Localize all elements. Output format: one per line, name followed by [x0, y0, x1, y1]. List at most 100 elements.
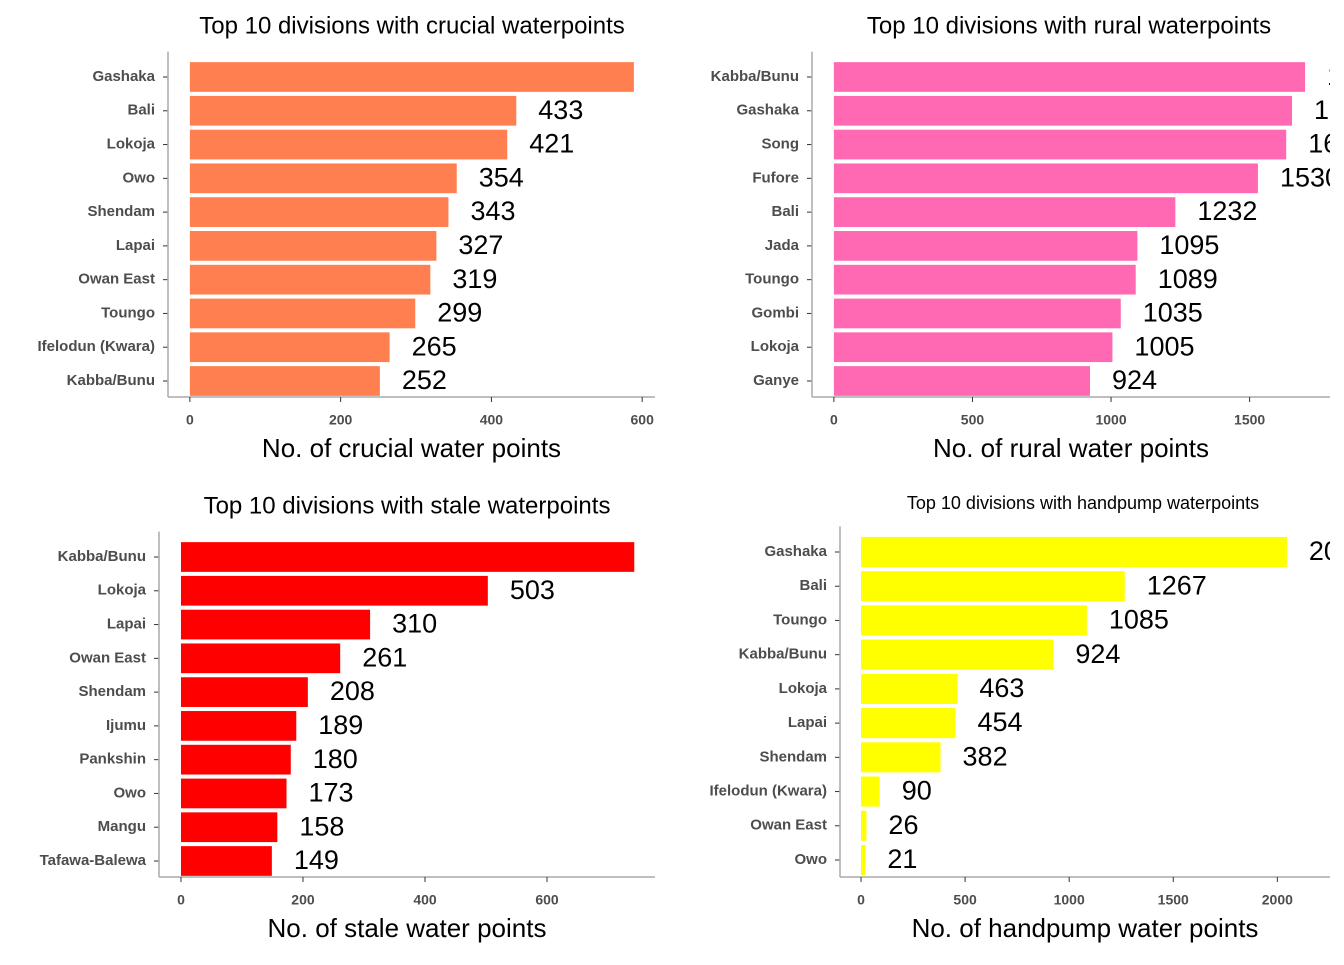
- panel: Top 10 divisions with crucial waterpoint…: [37, 12, 655, 463]
- value-label: 1089: [1158, 264, 1218, 294]
- bar: [189, 62, 634, 92]
- category-label: Lapai: [116, 237, 155, 254]
- bar: [833, 95, 1293, 126]
- category-label: Owan East: [69, 649, 146, 666]
- x-tick-label: 0: [830, 412, 838, 428]
- value-label: 265: [412, 331, 457, 361]
- chart-title: Top 10 divisions with handpump waterpoin…: [907, 493, 1259, 513]
- bar: [180, 778, 287, 809]
- value-label: 1632: [1308, 129, 1344, 159]
- bar: [180, 846, 272, 876]
- category-label: Lapai: [107, 616, 146, 633]
- bar: [833, 264, 1136, 295]
- value-label: 503: [510, 575, 555, 605]
- category-label: Bali: [771, 203, 799, 220]
- bar: [180, 711, 297, 741]
- bar: [861, 673, 958, 704]
- chart-title: Top 10 divisions with rural waterpoints: [867, 12, 1271, 39]
- x-tick-label: 600: [631, 412, 655, 428]
- bar: [833, 231, 1138, 261]
- category-label: Kabba/Bunu: [739, 646, 827, 663]
- category-label: Pankshin: [79, 751, 146, 768]
- bar: [833, 129, 1287, 160]
- value-label: 252: [402, 365, 447, 395]
- value-label: 327: [458, 230, 503, 260]
- bar: [189, 298, 416, 329]
- bar: [861, 844, 866, 876]
- plot-area: 2046 1267 1085 924 463 454 382 90 26 21: [861, 536, 1330, 876]
- category-label: Owan East: [750, 817, 827, 834]
- value-label: 310: [392, 609, 437, 639]
- category-label: Ifelodun (Kwara): [37, 338, 155, 355]
- x-tick-label: 200: [329, 412, 353, 428]
- category-label: Kabba/Bunu: [711, 68, 799, 85]
- chart-title: Top 10 divisions with crucial waterpoint…: [199, 12, 625, 39]
- bar: [180, 609, 371, 640]
- bar: [189, 366, 380, 396]
- value-label: 208: [330, 676, 375, 706]
- category-label: Shendam: [759, 748, 827, 765]
- category-label: Bali: [127, 102, 155, 119]
- bar: [189, 231, 437, 261]
- bar: [861, 776, 880, 807]
- category-label: Lokoja: [751, 338, 800, 355]
- value-label: 354: [479, 162, 524, 192]
- category-label: Gashaka: [92, 68, 155, 85]
- bar: [861, 742, 941, 773]
- panel: Top 10 divisions with rural waterpoints N…: [711, 12, 1344, 463]
- bar: [861, 605, 1087, 636]
- bar: [833, 366, 1090, 396]
- bar: [189, 163, 457, 194]
- bar: [833, 332, 1113, 363]
- value-label: 261: [362, 642, 407, 672]
- value-label: 421: [529, 129, 574, 159]
- value-label: 1653: [1314, 95, 1344, 125]
- x-tick-label: 600: [535, 892, 559, 908]
- x-tick-label: 400: [413, 892, 437, 908]
- category-label: Song: [762, 136, 800, 153]
- category-label: Shendam: [78, 683, 146, 700]
- value-label: 149: [294, 845, 339, 875]
- value-label: 299: [437, 298, 482, 328]
- value-label: 90: [902, 776, 932, 806]
- x-tick-label: 0: [857, 892, 865, 908]
- x-tick-label: 1500: [1158, 892, 1189, 908]
- bar: [180, 542, 635, 572]
- x-axis-title: No. of crucial water points: [262, 433, 561, 463]
- x-tick-label: 1000: [1095, 412, 1126, 428]
- value-label: 1267: [1147, 570, 1207, 600]
- category-label: Owan East: [78, 271, 155, 288]
- bar: [861, 810, 867, 841]
- category-label: Tafawa-Balewa: [40, 852, 147, 869]
- category-label: Lokoja: [779, 680, 828, 697]
- category-label: Shendam: [87, 203, 155, 220]
- chart-title: Top 10 divisions with stale waterpoints: [204, 492, 611, 519]
- x-axis-title: No. of handpump water points: [912, 913, 1259, 943]
- bar: [180, 812, 278, 843]
- category-label: Owo: [114, 784, 147, 801]
- bar: [189, 197, 449, 227]
- value-label: 21: [887, 844, 917, 874]
- value-label: 1530: [1280, 162, 1340, 192]
- bar: [833, 62, 1306, 92]
- category-label: Mangu: [98, 818, 146, 835]
- bar: [189, 95, 517, 126]
- value-label: 924: [1075, 639, 1120, 669]
- bar: [833, 298, 1121, 329]
- value-label: 1005: [1134, 331, 1194, 361]
- x-tick-label: 200: [291, 892, 315, 908]
- value-label: 319: [452, 264, 497, 294]
- x-tick-label: 0: [177, 892, 185, 908]
- category-label: Gashaka: [736, 102, 799, 119]
- category-label: Ijumu: [106, 717, 146, 734]
- value-label: 158: [299, 811, 344, 841]
- x-axis-title: No. of rural water points: [933, 433, 1209, 463]
- value-label: 1700: [1327, 61, 1344, 91]
- bar: [861, 571, 1125, 602]
- value-label: 1095: [1159, 230, 1219, 260]
- bar: [861, 639, 1054, 670]
- value-label: 1232: [1197, 196, 1257, 226]
